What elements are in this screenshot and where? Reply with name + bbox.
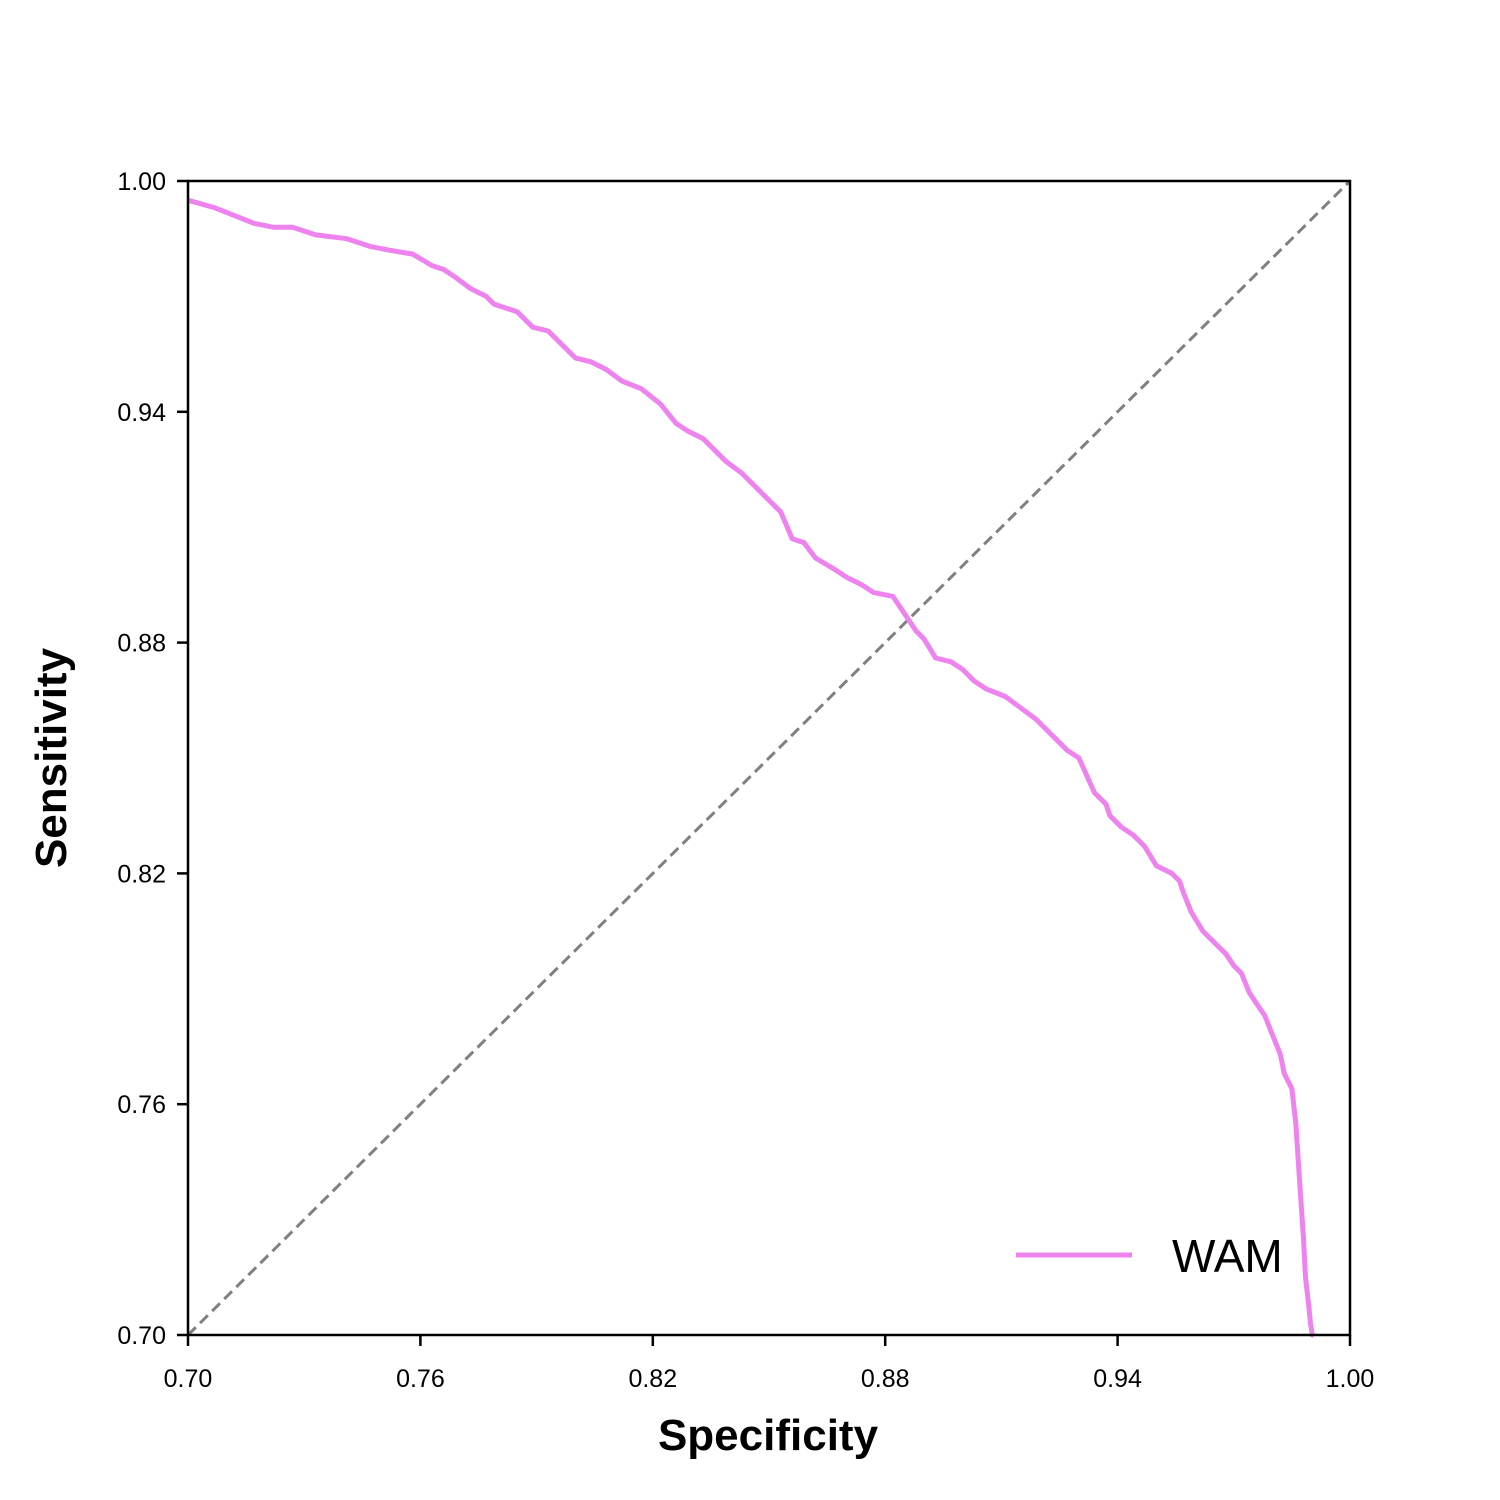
x-axis-label: Specificity [658, 1411, 879, 1460]
plot-frame [186, 179, 1352, 1337]
axes: 0.70 0.76 0.82 0.88 0.94 1.00 0.70 0.76 0.82 0.88… [117, 168, 1374, 1393]
x-tick-label: 0.94 [1093, 1365, 1142, 1393]
y-axis-label: Sensitivity [27, 647, 76, 868]
y-tick-label: 0.94 [117, 399, 166, 427]
plot-area [186, 179, 1352, 1338]
x-tick-label: 0.88 [861, 1365, 910, 1393]
y-tick-label: 0.76 [117, 1091, 166, 1119]
y-tick-label: 1.00 [117, 168, 166, 196]
reference-diagonal-line [186, 179, 1352, 1337]
x-tick-label: 0.70 [164, 1365, 213, 1393]
x-tick-label: 0.82 [628, 1365, 677, 1393]
series-line-wam [187, 197, 1315, 1338]
x-tick-label: 0.76 [396, 1365, 445, 1393]
y-tick-label: 0.82 [117, 860, 166, 888]
legend: WAM [1016, 1230, 1283, 1282]
x-tick-label: 1.00 [1326, 1365, 1375, 1393]
y-tick-label: 0.88 [117, 630, 166, 658]
y-tick-label: 0.70 [117, 1322, 166, 1350]
legend-label-wam: WAM [1172, 1230, 1283, 1282]
